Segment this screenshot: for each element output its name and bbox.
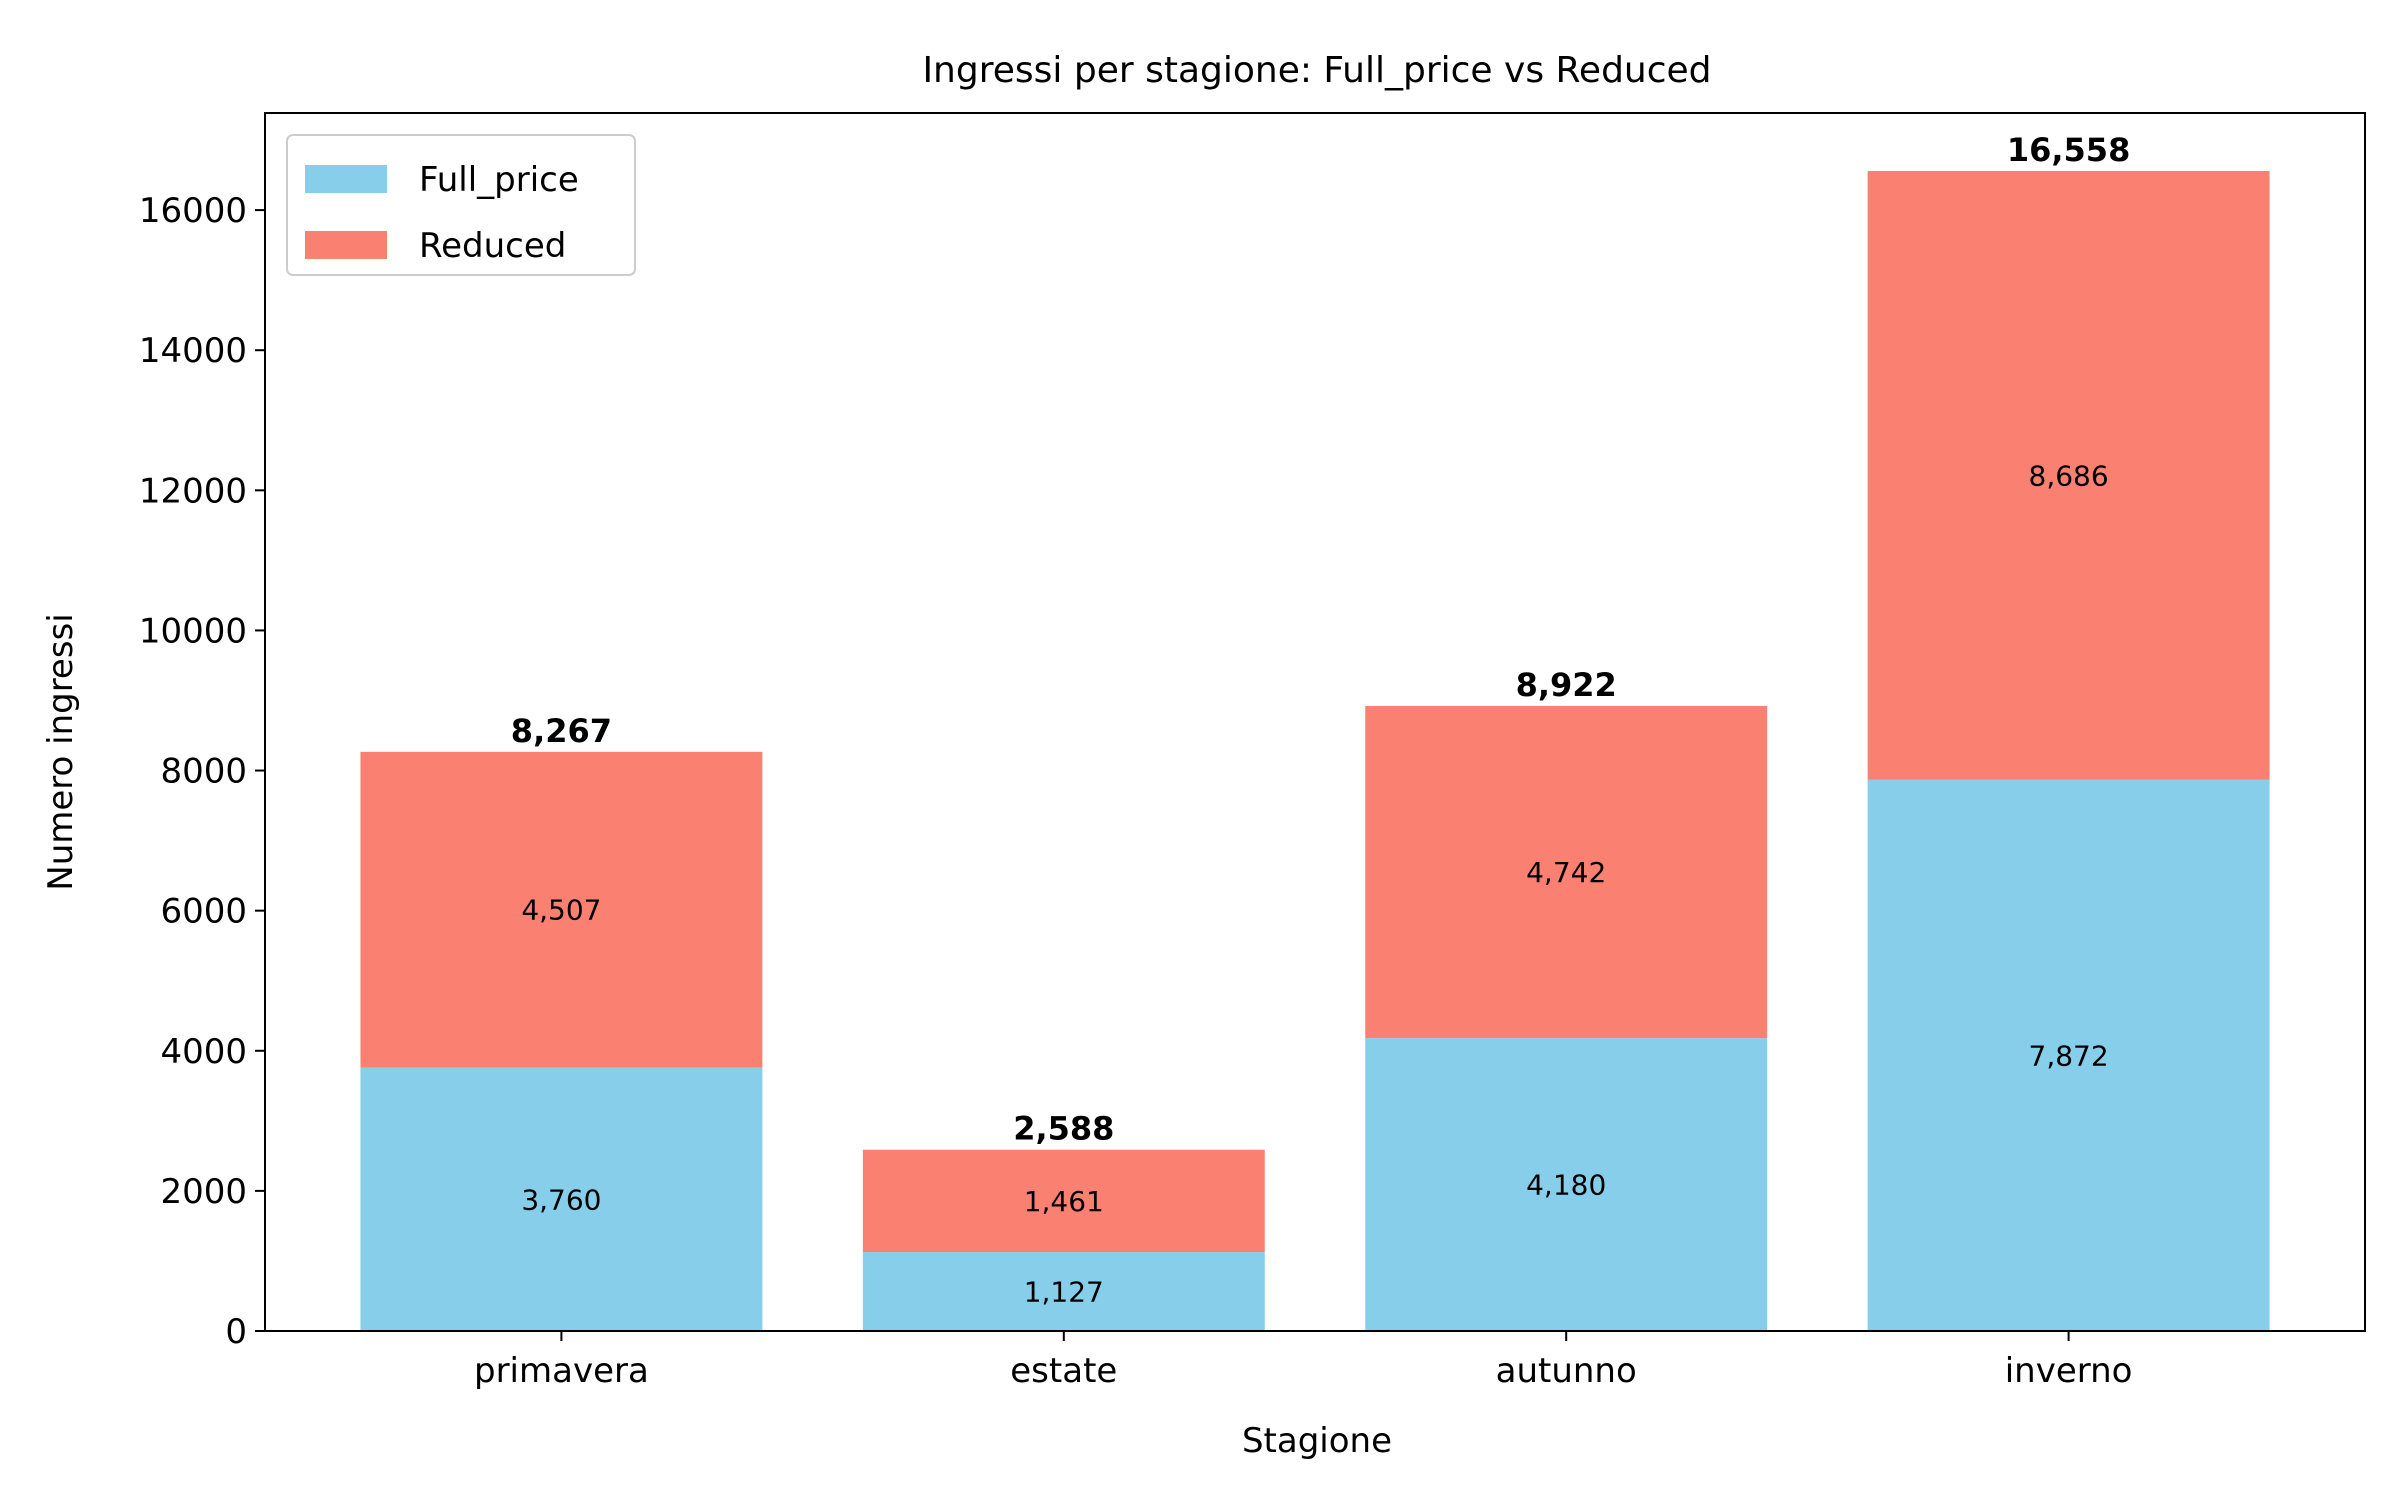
bar-full-price-primavera xyxy=(360,1067,763,1331)
segment-label-reduced-autunno: 4,742 xyxy=(1526,856,1606,889)
total-label-estate: 2,588 xyxy=(1013,1110,1114,1148)
x-tick-label-primavera: primavera xyxy=(474,1351,649,1391)
legend-label-reduced: Reduced xyxy=(419,226,566,266)
bar-full-price-inverno xyxy=(1867,779,2270,1331)
total-label-primavera: 8,267 xyxy=(511,712,612,750)
plot-area: 3,760 4,507 8,267 primavera 1,127 1,461 2,588 e… xyxy=(139,112,2366,1391)
total-label-autunno: 8,922 xyxy=(1516,666,1617,704)
bar-reduced-inverno xyxy=(1867,171,2270,780)
plot-frame xyxy=(264,112,2366,1332)
segment-label-full-price-autunno: 4,180 xyxy=(1526,1169,1606,1202)
segment-label-full-price-estate: 1,127 xyxy=(1024,1276,1104,1309)
chart-title: Ingressi per stagione: Full_price vs Red… xyxy=(922,50,1711,91)
segment-label-reduced-inverno: 8,686 xyxy=(2029,459,2109,492)
x-tick-label-estate: estate xyxy=(1010,1351,1117,1391)
segment-label-reduced-estate: 1,461 xyxy=(1024,1185,1104,1218)
y-tick-label-8000: 8000 xyxy=(160,752,247,792)
bar-reduced-estate xyxy=(862,1149,1265,1253)
bar-reduced-primavera xyxy=(360,751,763,1068)
total-label-inverno: 16,558 xyxy=(2007,131,2130,169)
y-axis-label: Numero ingressi xyxy=(41,613,81,890)
legend-label-full-price: Full_price xyxy=(419,160,579,200)
y-tick-label-6000: 6000 xyxy=(160,892,247,932)
y-tick-label-2000: 2000 xyxy=(160,1172,247,1212)
y-tick-label-12000: 12000 xyxy=(139,471,247,511)
segment-label-reduced-primavera: 4,507 xyxy=(521,894,601,927)
y-tick-label-14000: 14000 xyxy=(139,331,247,371)
x-tick-label-inverno: inverno xyxy=(2005,1351,2133,1391)
segment-label-full-price-primavera: 3,760 xyxy=(521,1183,601,1216)
legend: Full_price Reduced xyxy=(286,134,636,276)
bar-reduced-autunno xyxy=(1365,705,1768,1039)
y-tick-label-10000: 10000 xyxy=(139,611,247,651)
segment-label-full-price-inverno: 7,872 xyxy=(2029,1039,2109,1072)
legend-swatch-full-price xyxy=(305,165,387,193)
y-tick-label-0: 0 xyxy=(225,1312,247,1352)
x-axis-label: Stagione xyxy=(1242,1421,1392,1461)
legend-swatch-reduced xyxy=(305,231,387,259)
x-tick-label-autunno: autunno xyxy=(1496,1351,1637,1391)
bar-full-price-estate xyxy=(862,1252,1265,1331)
bar-full-price-autunno xyxy=(1365,1038,1768,1331)
y-tick-label-16000: 16000 xyxy=(139,191,247,231)
y-tick-label-4000: 4000 xyxy=(160,1032,247,1072)
